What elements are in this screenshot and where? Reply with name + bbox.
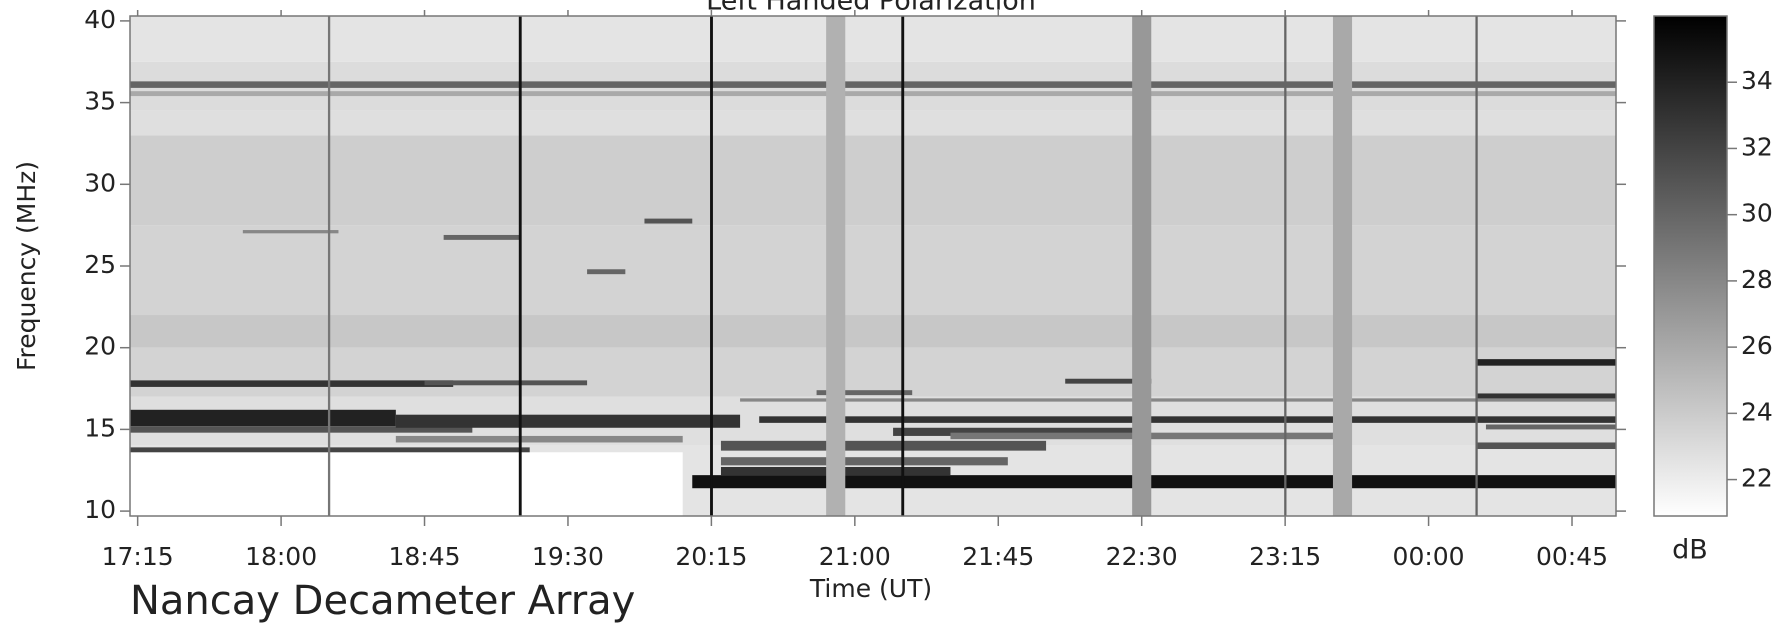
emission-patch [130, 380, 454, 387]
emission-patch [826, 16, 846, 516]
emission-patch [1475, 16, 1478, 516]
emission-patch [901, 16, 905, 516]
colorbar-tick-label: 32 [1741, 132, 1773, 161]
background-band [130, 110, 1616, 136]
emission-patch [242, 230, 339, 234]
y-tick-label: 20 [84, 332, 116, 361]
emission-patch [130, 409, 396, 427]
emission-patch [1065, 378, 1152, 384]
x-tick-label: 18:45 [388, 542, 460, 571]
emission-patch [710, 16, 713, 516]
emission-patch [424, 380, 588, 386]
emission-patch [740, 398, 1616, 402]
background-band [130, 347, 1616, 397]
colorbar-tick-label: 24 [1741, 397, 1773, 426]
plot-area [130, 16, 1616, 516]
x-tick-label: 21:45 [962, 542, 1034, 571]
x-tick-label: 22:30 [1106, 542, 1178, 571]
emission-patch [395, 435, 683, 443]
colorbar-tick-label: 34 [1741, 66, 1773, 95]
x-tick-label: 23:15 [1249, 542, 1321, 571]
background-band [130, 225, 1616, 316]
emission-patch [1332, 16, 1353, 516]
emission-patch [1132, 16, 1152, 516]
y-tick-label: 35 [84, 87, 116, 116]
x-tick-label: 20:15 [675, 542, 747, 571]
emission-patch [816, 390, 913, 396]
y-tick-label: 10 [84, 495, 116, 524]
colorbar-label: dB [1672, 535, 1708, 566]
emission-patch [130, 452, 683, 516]
colorbar-tick-label: 22 [1741, 464, 1773, 493]
footer: Nancay Decameter Array [130, 578, 635, 624]
x-axis-label: Time (UT) [809, 574, 932, 603]
emission-patch [692, 475, 1616, 489]
emission-patch [587, 269, 626, 275]
emission-patch [759, 416, 1616, 423]
emission-patch [130, 426, 473, 433]
y-axis-label: Frequency (MHz) [12, 161, 41, 371]
emission-patch [720, 440, 1047, 451]
emission-patch [1476, 393, 1616, 400]
y-tick-label: 25 [84, 250, 116, 279]
colorbar-tick-label: 26 [1741, 331, 1773, 360]
x-tick-label: 18:00 [245, 542, 317, 571]
x-tick-label: 21:00 [819, 542, 891, 571]
colorbar [1653, 15, 1728, 517]
emission-patch [1476, 359, 1616, 366]
emission-patch [327, 16, 331, 516]
colorbar-tick-label: 28 [1741, 265, 1773, 294]
y-tick-label: 15 [84, 413, 116, 442]
emission-patch [443, 234, 521, 240]
colorbar-tick-label: 30 [1741, 199, 1773, 228]
emission-patch [130, 81, 1616, 88]
emission-patch [720, 457, 1008, 466]
x-tick-label: 00:45 [1536, 542, 1608, 571]
background-band [130, 16, 1616, 62]
x-tick-label: 00:00 [1393, 542, 1465, 571]
emission-patch [893, 427, 1142, 436]
emission-patch [1476, 442, 1616, 450]
y-tick-label: 40 [84, 5, 116, 34]
emission-patch [1485, 424, 1616, 430]
y-tick-label: 30 [84, 168, 116, 197]
emission-patch [395, 414, 741, 428]
x-tick-label: 19:30 [532, 542, 604, 571]
background-band [130, 135, 1616, 226]
background-band [130, 315, 1616, 348]
chart-title: Left Handed Polarization [706, 0, 1036, 17]
emission-patch [644, 218, 693, 224]
emission-patch [130, 91, 1616, 97]
emission-patch [1284, 16, 1287, 516]
emission-patch [518, 16, 522, 516]
x-tick-label: 17:15 [102, 542, 174, 571]
